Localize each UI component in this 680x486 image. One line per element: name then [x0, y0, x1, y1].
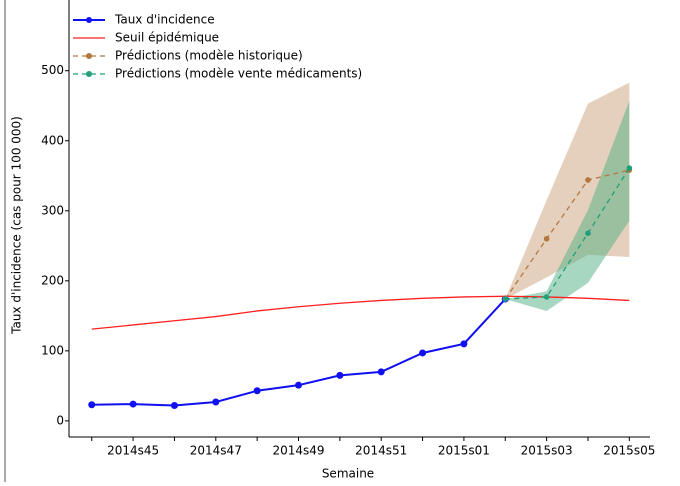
point [212, 398, 220, 406]
y-tick-label: 400 [41, 133, 64, 147]
x-tick-label: 2014s47 [190, 444, 242, 458]
point [543, 236, 550, 242]
legend-marker [86, 17, 92, 23]
point [419, 349, 427, 357]
legend-label: Taux d'incidence [114, 13, 215, 27]
series-line [91, 298, 507, 407]
point [170, 401, 178, 409]
x-axis-label: Semaine [322, 467, 374, 481]
point [377, 368, 385, 376]
x-tick-label: 2014s51 [355, 444, 407, 458]
y-tick-label: 200 [41, 273, 64, 287]
point [626, 165, 633, 171]
point [129, 400, 137, 408]
series-line [505, 167, 630, 300]
x-tick-label: 2015s05 [603, 444, 655, 458]
y-tick-label: 300 [41, 203, 64, 217]
point [336, 371, 344, 379]
x-tick-label: 2015s01 [438, 444, 490, 458]
series-line [91, 295, 630, 330]
x-tick-label: 2014s45 [107, 444, 159, 458]
legend-label: Prédictions (modèle vente médicaments) [115, 67, 362, 81]
point [253, 387, 261, 395]
legend-marker [86, 53, 92, 59]
point [585, 230, 591, 237]
point [460, 340, 468, 348]
point [502, 296, 509, 302]
point [543, 294, 550, 300]
series-line [504, 169, 630, 300]
x-tick-label: 2015s03 [521, 444, 573, 458]
legend-marker [86, 71, 92, 77]
y-tick-label: 0 [56, 413, 64, 427]
point [88, 401, 96, 409]
y-axis-label: Taux d'incidence (cas pour 100 000) [10, 116, 24, 335]
y-tick-label: 500 [41, 63, 64, 77]
point [585, 177, 591, 183]
x-tick-label: 2014s49 [272, 444, 324, 458]
prediction-band [505, 100, 630, 311]
point [295, 381, 303, 389]
legend-label: Prédictions (modèle historique) [115, 49, 303, 63]
y-tick-label: 100 [41, 343, 64, 357]
legend-label: Seuil épidémique [115, 31, 219, 45]
